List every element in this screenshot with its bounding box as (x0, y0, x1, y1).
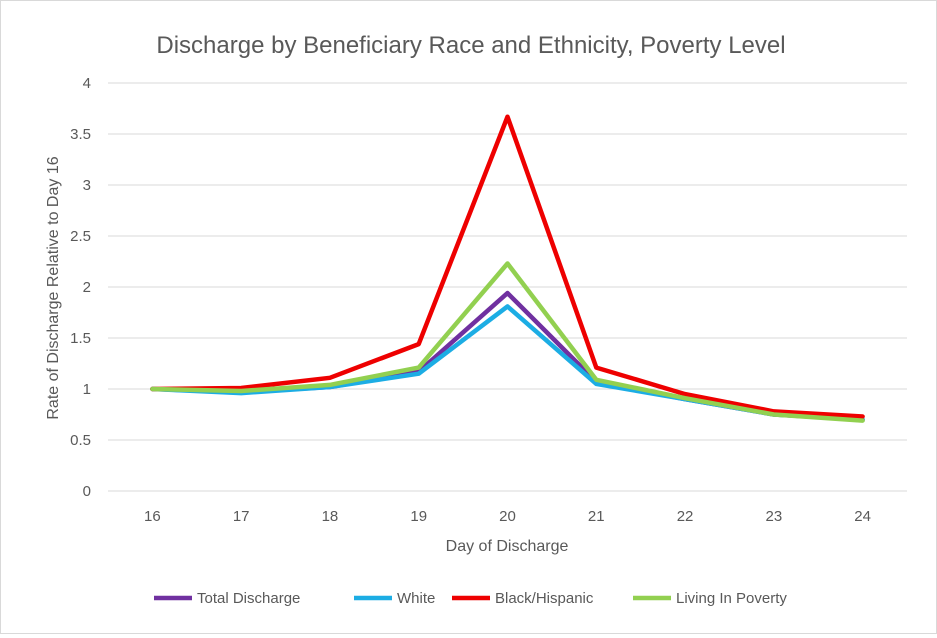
legend-label: Living In Poverty (676, 590, 787, 607)
x-tick-label: 17 (233, 508, 250, 525)
x-tick-label: 22 (677, 508, 694, 525)
x-tick-label: 24 (854, 508, 871, 525)
series-line-black-hispanic (150, 114, 865, 419)
legend-item-total-discharge: Total Discharge (154, 590, 300, 607)
x-tick-label: 23 (765, 508, 782, 525)
legend-item-white: White (354, 590, 435, 607)
y-axis-label: Rate of Discharge Relative to Day 16 (45, 156, 62, 419)
x-tick-label: 20 (499, 508, 516, 525)
y-tick-label: 1 (83, 381, 91, 398)
y-tick-label: 1.5 (70, 330, 91, 347)
y-tick-label: 4 (83, 75, 91, 92)
legend-label: White (397, 590, 435, 607)
x-axis-label: Day of Discharge (446, 538, 569, 555)
y-tick-label: 2.5 (70, 228, 91, 245)
series-line-living-in-poverty (150, 261, 865, 423)
legend-label: Total Discharge (197, 590, 300, 607)
chart-title: Discharge by Beneficiary Race and Ethnic… (156, 32, 785, 59)
series-lines (150, 114, 865, 423)
x-tick-label: 19 (410, 508, 427, 525)
y-tick-labels: 0 0.5 1 1.5 2 2.5 3 3.5 4 (70, 75, 91, 500)
x-tick-label: 18 (322, 508, 339, 525)
legend: Total Discharge White Black/Hispanic Living… (154, 590, 787, 607)
series-line-total-discharge (150, 290, 865, 422)
legend-item-living-in-poverty: Living In Poverty (633, 590, 787, 607)
legend-item-black-hispanic: Black/Hispanic (452, 590, 594, 607)
gridlines (108, 82, 907, 492)
legend-label: Black/Hispanic (495, 590, 594, 607)
series-line-white (150, 304, 865, 422)
x-tick-label: 16 (144, 508, 161, 525)
x-tick-labels: 16 17 18 19 20 21 22 23 24 (144, 508, 871, 525)
y-tick-label: 2 (83, 279, 91, 296)
y-tick-label: 3.5 (70, 126, 91, 143)
y-tick-label: 0 (83, 483, 91, 500)
y-tick-label: 0.5 (70, 432, 91, 449)
x-tick-label: 21 (588, 508, 605, 525)
y-tick-label: 3 (83, 177, 91, 194)
